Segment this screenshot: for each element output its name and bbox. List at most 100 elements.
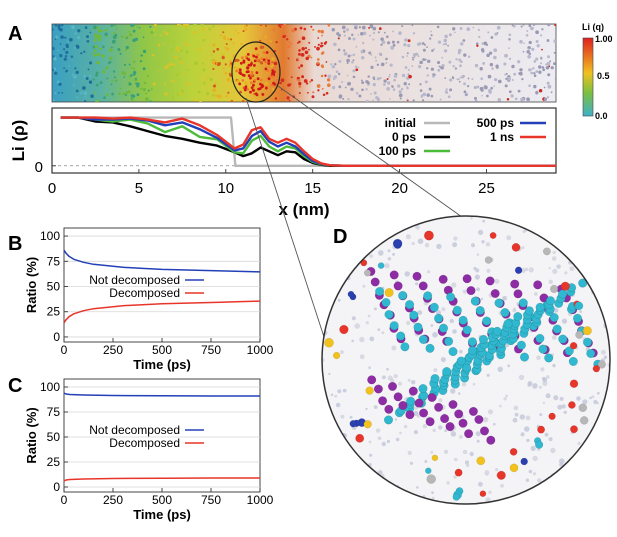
anion-atom: [520, 352, 530, 362]
edge-atom: [569, 342, 578, 350]
snapshot-atom: [466, 27, 471, 31]
edge-atom: [364, 269, 372, 277]
snapshot-atom: [310, 25, 313, 28]
background-atom: [424, 501, 429, 504]
background-atom: [406, 320, 411, 326]
background-atom: [459, 435, 463, 439]
snapshot-atom: [101, 54, 106, 58]
snapshot-atom: [84, 26, 88, 29]
snapshot-atom: [303, 27, 307, 31]
snapshot-atom: [387, 41, 391, 45]
snapshot-atom: [74, 32, 77, 35]
snapshot-atom: [549, 60, 552, 63]
snapshot-atom: [372, 38, 375, 41]
anion-atom: [458, 315, 468, 325]
edge-atom: [578, 403, 587, 412]
edge-atom: [377, 262, 385, 269]
snapshot-atom: [401, 55, 405, 59]
background-atom: [369, 254, 373, 258]
background-atom: [418, 497, 423, 502]
edge-atom: [476, 456, 486, 466]
background-atom: [512, 417, 518, 423]
background-atom: [494, 278, 500, 284]
snapshot-atom: [110, 24, 114, 27]
snapshot-atom: [59, 43, 62, 45]
snapshot-atom: [227, 91, 230, 94]
colorbar-tick-top: 1.00: [595, 34, 613, 44]
anion-atom: [492, 326, 502, 336]
snapshot-atom: [264, 67, 268, 71]
snapshot-atom: [546, 96, 550, 99]
snapshot-atom: [388, 73, 391, 76]
background-atom: [548, 437, 553, 442]
y-axis-label: Li (ρ): [9, 120, 28, 162]
snapshot-atom: [536, 44, 540, 48]
snapshot-atom: [236, 58, 240, 62]
background-atom: [488, 490, 492, 494]
snapshot-atom: [406, 98, 409, 101]
background-atom: [340, 414, 345, 419]
edge-atom: [568, 401, 576, 409]
snapshot-atom: [239, 72, 243, 75]
snapshot-atom: [444, 42, 448, 46]
snapshot-atom: [385, 62, 388, 64]
anion-atom: [429, 302, 439, 312]
snapshot-atom: [272, 81, 275, 85]
snapshot-atom: [535, 57, 539, 61]
background-atom: [542, 377, 548, 383]
snapshot-atom: [451, 76, 454, 78]
snapshot-atom: [52, 99, 55, 102]
snapshot-atom: [83, 50, 86, 53]
background-atom: [513, 405, 519, 411]
snapshot-atoms: [52, 24, 556, 102]
snapshot-atom: [362, 41, 365, 45]
snapshot-atom: [223, 36, 227, 40]
snapshot-atom: [143, 81, 147, 85]
snapshot-atom: [372, 26, 377, 31]
legend-label: initial: [385, 116, 416, 130]
edge-atom: [384, 288, 394, 298]
snapshot-atom: [455, 58, 458, 61]
snapshot-atom: [57, 24, 61, 28]
snapshot-atom: [404, 66, 408, 69]
snapshot-atom: [267, 59, 271, 63]
snapshot-atom: [219, 34, 222, 37]
snapshot-atom: [142, 49, 147, 54]
background-atom: [413, 430, 418, 435]
snapshot-atom: [540, 62, 543, 65]
background-atom: [424, 460, 428, 463]
snapshot-atom: [508, 33, 512, 37]
snapshot-atom: [310, 78, 314, 82]
snapshot-atom: [182, 92, 184, 95]
snapshot-atom: [553, 51, 556, 54]
background-atom: [449, 318, 454, 324]
snapshot-atom: [317, 29, 321, 33]
background-atom: [475, 431, 481, 437]
background-atom: [393, 374, 398, 379]
snapshot-atom: [338, 72, 341, 76]
edge-atom: [575, 330, 584, 339]
snapshot-atom: [345, 28, 349, 32]
snapshot-atom: [454, 67, 457, 70]
snapshot-atom: [200, 24, 204, 27]
snapshot-atom: [228, 72, 231, 75]
snapshot-atom: [439, 98, 442, 101]
lithium-atom: [485, 276, 495, 286]
snapshot-atom: [456, 78, 459, 81]
snapshot-atom: [480, 77, 484, 81]
snapshot-atom: [343, 51, 348, 56]
snapshot-atom: [124, 48, 128, 51]
snapshot-atom: [201, 62, 204, 65]
background-atom: [478, 481, 483, 487]
snapshot-atom: [58, 82, 62, 86]
anion-atom: [430, 374, 440, 384]
lithium-atom: [408, 386, 418, 396]
snapshot-atom: [407, 39, 411, 43]
anion-atom: [448, 347, 458, 357]
snapshot-atom: [379, 76, 382, 80]
snapshot-atom: [360, 32, 364, 36]
snapshot-atom: [372, 99, 374, 102]
snapshot-atom: [333, 42, 337, 47]
snapshot-atom: [380, 37, 384, 41]
snapshot-atom: [399, 97, 402, 100]
